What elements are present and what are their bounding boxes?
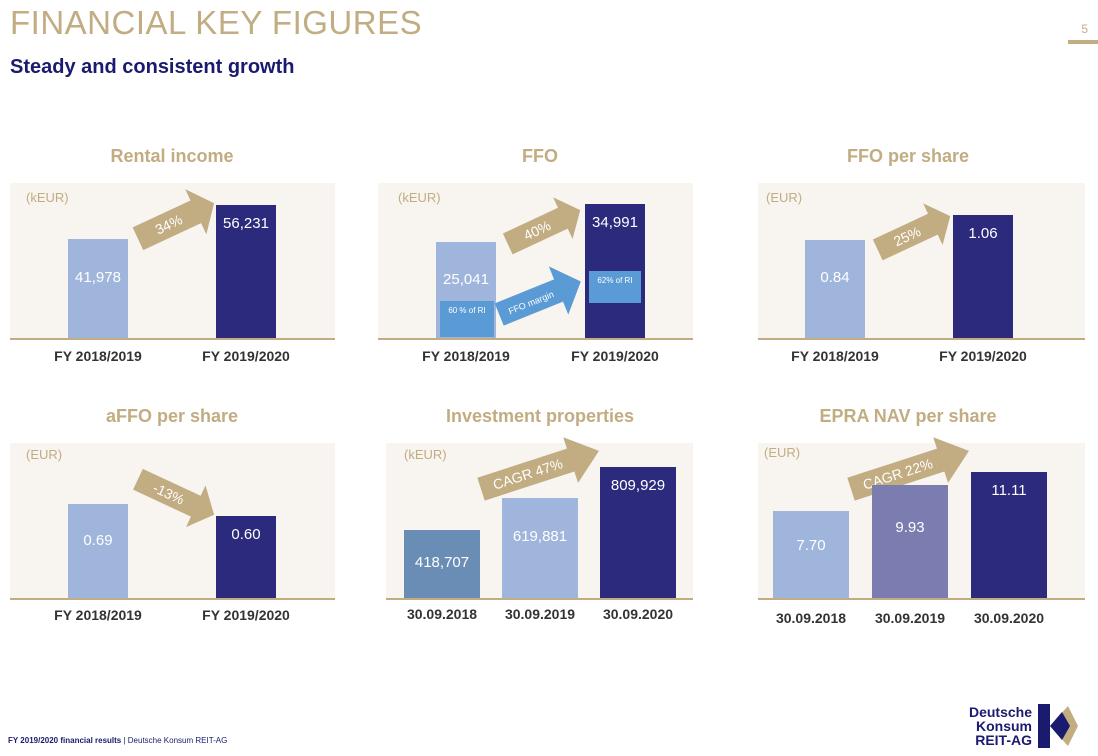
growth-label: CAGR 47% <box>491 455 565 493</box>
chart-axis <box>386 598 693 600</box>
bar-value-label: 1.06 <box>968 225 998 242</box>
company-logo-text: Deutsche Konsum REIT-AG <box>969 705 1032 747</box>
chart-title: EPRA NAV per share <box>819 406 997 426</box>
chart-panel <box>10 183 335 338</box>
footer-bold: FY 2019/2020 financial results <box>8 736 122 745</box>
page-number-underline <box>1068 40 1098 44</box>
chart-title: Investment properties <box>445 406 635 426</box>
category-label: FY 2019/2020 <box>202 607 290 623</box>
bar: 56,231 <box>216 205 276 338</box>
growth-arrow: CAGR 47% <box>477 437 599 501</box>
chart-unit: (kEUR) <box>398 190 441 205</box>
category-label: 30.09.2018 <box>775 610 847 626</box>
bar-value-label: 41,978 <box>75 268 121 286</box>
footer: FY 2019/2020 financial results | Deutsch… <box>8 736 227 745</box>
bar-value-label: 0.84 <box>820 269 850 287</box>
category-label: 30.09.2020 <box>973 610 1045 626</box>
company-logo-icon <box>1038 704 1078 748</box>
chart-axis <box>378 338 693 340</box>
category-label: FY 2018/2019 <box>54 607 142 623</box>
chart-title: Rental income <box>110 146 234 166</box>
bar: 7.70 <box>773 511 849 598</box>
chart-panel <box>10 443 335 598</box>
page-number: 5 <box>1081 22 1088 36</box>
chart-unit: (EUR) <box>766 190 803 205</box>
growth-arrow: 40% <box>502 197 581 255</box>
bar: 0.84 <box>805 240 865 338</box>
chart-axis <box>10 338 335 340</box>
category-label: 30.09.2019 <box>874 610 946 626</box>
chart-unit: (kEUR) <box>404 447 447 462</box>
bar: 41,978 <box>68 239 128 338</box>
bar: 11.11 <box>971 472 1047 598</box>
logo-line-1: Deutsche <box>968 704 1032 720</box>
category-label: FY 2019/2020 <box>939 348 1027 364</box>
logo-line-3: REIT-AG <box>975 732 1032 748</box>
chart-axis <box>758 598 1085 600</box>
bar: 1.06 <box>953 215 1013 338</box>
chart-axis <box>10 598 335 600</box>
bar-value-label: 9.93 <box>895 518 925 536</box>
ffo-margin-chip: 60 % of RI <box>440 301 494 337</box>
category-label: 30.09.2019 <box>504 606 576 622</box>
bar: 418,707 <box>404 530 480 598</box>
growth-arrow: -13% <box>133 468 215 528</box>
ffo-margin-chip: 62% of RI <box>589 271 641 303</box>
footer-rest: | Deutsche Konsum REIT-AG <box>121 736 228 745</box>
category-label: FY 2018/2019 <box>422 348 510 364</box>
bar-value-label: 0.60 <box>231 526 261 543</box>
category-label: FY 2019/2020 <box>202 348 290 364</box>
bar-value-label: 25,041 <box>443 270 489 288</box>
chart-axis <box>758 338 1085 340</box>
logo-line-2: Konsum <box>976 718 1032 734</box>
bar: 809,929 <box>600 467 676 598</box>
chart-title: FFO per share <box>846 146 970 166</box>
ffo-margin-arrow: FFO margin <box>494 266 581 326</box>
page-title: FINANCIAL KEY FIGURES <box>10 4 423 41</box>
bar-value-label: 418,707 <box>414 554 470 571</box>
bar-value-label: 11.11 <box>991 482 1027 499</box>
bar: 0.60 <box>216 516 276 598</box>
chart-unit: (kEUR) <box>26 190 69 205</box>
bar-value-label: 619,881 <box>512 528 568 545</box>
category-label: 30.09.2020 <box>602 606 674 622</box>
chart-unit: (EUR) <box>26 447 63 462</box>
chart-title: aFFO per share <box>105 406 239 426</box>
bar-value-label: 56,231 <box>223 215 269 232</box>
chart-title: FFO <box>522 146 558 166</box>
bar-value-label: 7.70 <box>796 537 826 555</box>
bar: 9.93 <box>872 485 948 598</box>
category-label: FY 2018/2019 <box>791 348 879 364</box>
category-label: FY 2019/2020 <box>571 348 659 364</box>
bar: 0.69 <box>68 504 128 598</box>
bar-value-label: 0.69 <box>83 532 113 550</box>
chart-unit: (EUR) <box>764 445 801 460</box>
growth-arrow: 34% <box>132 189 215 251</box>
category-label: FY 2018/2019 <box>54 348 142 364</box>
growth-arrow: 25% <box>872 203 951 261</box>
bar-value-label: 809,929 <box>610 477 666 494</box>
bar-value-label: 34,991 <box>592 214 638 231</box>
category-label: 30.09.2018 <box>406 606 478 622</box>
page-subtitle: Steady and consistent growth <box>10 56 295 78</box>
bar: 619,881 <box>502 498 578 598</box>
